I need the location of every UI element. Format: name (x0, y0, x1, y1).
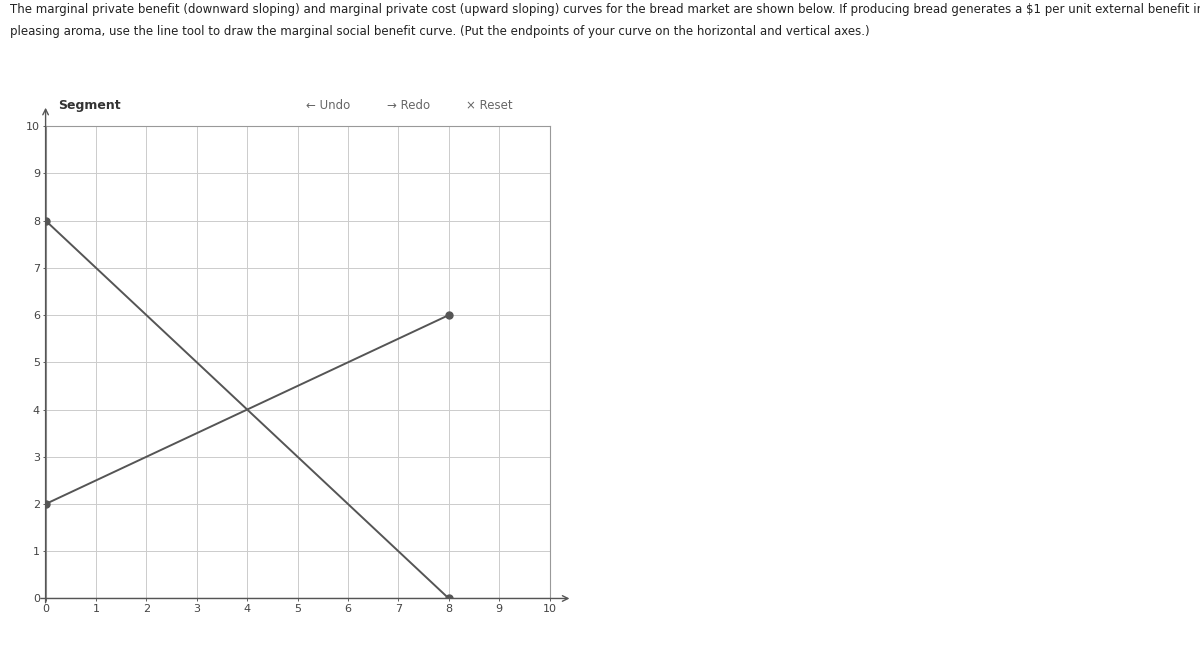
Text: The marginal private benefit (downward sloping) and marginal private cost (upwar: The marginal private benefit (downward s… (10, 3, 1200, 16)
Text: Segment: Segment (59, 98, 121, 112)
Text: pleasing aroma, use the line tool to draw the marginal social benefit curve. (Pu: pleasing aroma, use the line tool to dra… (10, 25, 869, 38)
Text: ← Undo: ← Undo (306, 98, 350, 112)
Text: × Reset: × Reset (466, 98, 512, 112)
Text: → Redo: → Redo (386, 98, 430, 112)
